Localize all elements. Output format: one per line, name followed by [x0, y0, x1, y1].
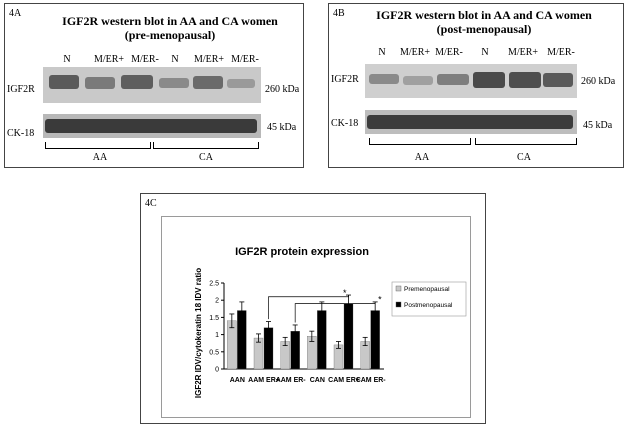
significance-bracket [268, 295, 349, 320]
group-label-ca: CA [517, 152, 531, 163]
y-tick-label: 0.5 [209, 349, 219, 356]
group-label-aa: AA [92, 152, 108, 163]
lane-label: N [481, 47, 489, 58]
legend-swatch [395, 285, 402, 292]
y-tick-label: 2.5 [209, 281, 219, 288]
band [193, 76, 223, 89]
legend-box [391, 281, 467, 317]
legend: Premenopausal Postmenopausal [391, 281, 467, 317]
band [437, 74, 469, 85]
group-label-aa: AA [414, 152, 430, 163]
band [159, 78, 189, 88]
x-tick-label: CAM ER+ [328, 377, 360, 384]
row-label-igf2r: IGF2R [331, 74, 359, 85]
x-tick-label: AAN [230, 377, 245, 384]
legend-label: Premenopausal [404, 286, 450, 293]
y-tick-label: 0 [215, 367, 219, 374]
band [543, 73, 573, 87]
row-label-ck18: CK-18 [7, 128, 35, 139]
band [45, 119, 257, 133]
bars [227, 294, 380, 370]
lane-label: M/ER- [435, 47, 463, 58]
row-label-igf2r: IGF2R [7, 84, 35, 95]
band [367, 115, 573, 129]
bar-chart: IGF2R protein expression IGF2R IDV/cytok… [194, 246, 467, 398]
blot-ck18-4b [365, 110, 577, 134]
lane-label: M/ER- [131, 54, 159, 65]
lane-label: M/ER+ [193, 54, 225, 65]
y-tick-label: 2 [215, 298, 219, 305]
bracket-ca [153, 142, 259, 149]
lane-label: N [378, 47, 386, 58]
panel-4a-title-line1: IGF2R western blot in AA and CA women [62, 14, 278, 28]
panel-4b-label: 4B [333, 8, 345, 19]
bracket-ca [475, 138, 577, 145]
size-label-45: 45 kDa [267, 122, 297, 133]
band [403, 76, 433, 85]
size-label-45: 45 kDa [583, 120, 613, 131]
panel-4c: 4C IGF2R protein expression IGF2R IDV/cy… [140, 193, 486, 424]
y-tick-label: 1 [215, 332, 219, 339]
lane-label: M/ER- [547, 47, 575, 58]
lane-label: M/ER- [231, 54, 259, 65]
blot-igf2r-4a [43, 67, 261, 103]
blot-ck18-4a [43, 114, 261, 138]
lane-label: M/ER+ [93, 54, 125, 65]
x-axis-labels: AAN AAM ER+AAM ER- CAN CAM ER+CAM ER- [230, 377, 387, 384]
bracket-aa [369, 138, 471, 145]
legend-swatch [395, 301, 402, 308]
band [227, 79, 255, 88]
significance-star: * [378, 295, 382, 305]
band [49, 75, 79, 89]
band [509, 72, 541, 88]
lane-label: M/ER+ [507, 47, 539, 58]
panel-4b: 4B IGF2R western blot in AA and CA women… [328, 3, 624, 168]
panel-4b-title-line2: (post-menopausal) [436, 22, 532, 36]
blot-igf2r-4b [365, 64, 577, 98]
legend-label: Postmenopausal [404, 302, 453, 309]
panel-4a: 4A IGF2R western blot in AA and CA women… [4, 3, 304, 168]
group-label-ca: CA [199, 152, 213, 163]
band [473, 72, 505, 88]
y-axis-ticks: 0 0.5 1 1.5 2 2.5 [209, 281, 384, 374]
band [369, 74, 399, 84]
row-label-ck18: CK-18 [331, 118, 359, 129]
chart-title: IGF2R protein expression [235, 246, 369, 258]
chart-frame: IGF2R protein expression IGF2R IDV/cytok… [161, 216, 471, 418]
band [85, 77, 115, 89]
x-tick-label: AAM ER+ [248, 377, 280, 384]
band [121, 75, 153, 89]
bracket-aa [45, 142, 151, 149]
significance-brackets: ** [268, 288, 382, 323]
significance-star: * [343, 288, 347, 298]
size-label-260: 260 kDa [581, 76, 616, 87]
significance-bracket [294, 301, 376, 323]
panel-4b-title: IGF2R western blot in AA and CA women (p… [359, 8, 609, 36]
panel-4c-label: 4C [145, 198, 157, 209]
panel-4b-title-line1: IGF2R western blot in AA and CA women [376, 8, 592, 22]
y-tick-label: 1.5 [209, 315, 219, 322]
x-tick-label: CAM ER- [356, 377, 387, 384]
bar [253, 337, 264, 370]
lane-label: N [63, 54, 71, 65]
x-tick-label: CAN [310, 377, 325, 384]
lane-label: N [171, 54, 179, 65]
panel-4a-title-line2: (pre-menopausal) [124, 28, 216, 42]
panel-4a-label: 4A [9, 8, 22, 19]
x-tick-label: AAM ER- [276, 377, 307, 384]
size-label-260: 260 kDa [265, 84, 300, 95]
bar [343, 303, 354, 370]
panel-4a-title: IGF2R western blot in AA and CA women (p… [45, 14, 295, 42]
lane-label: M/ER+ [399, 47, 431, 58]
y-axis-label: IGF2R IDV/cytokeratin 18 IDV ratio [194, 268, 203, 398]
